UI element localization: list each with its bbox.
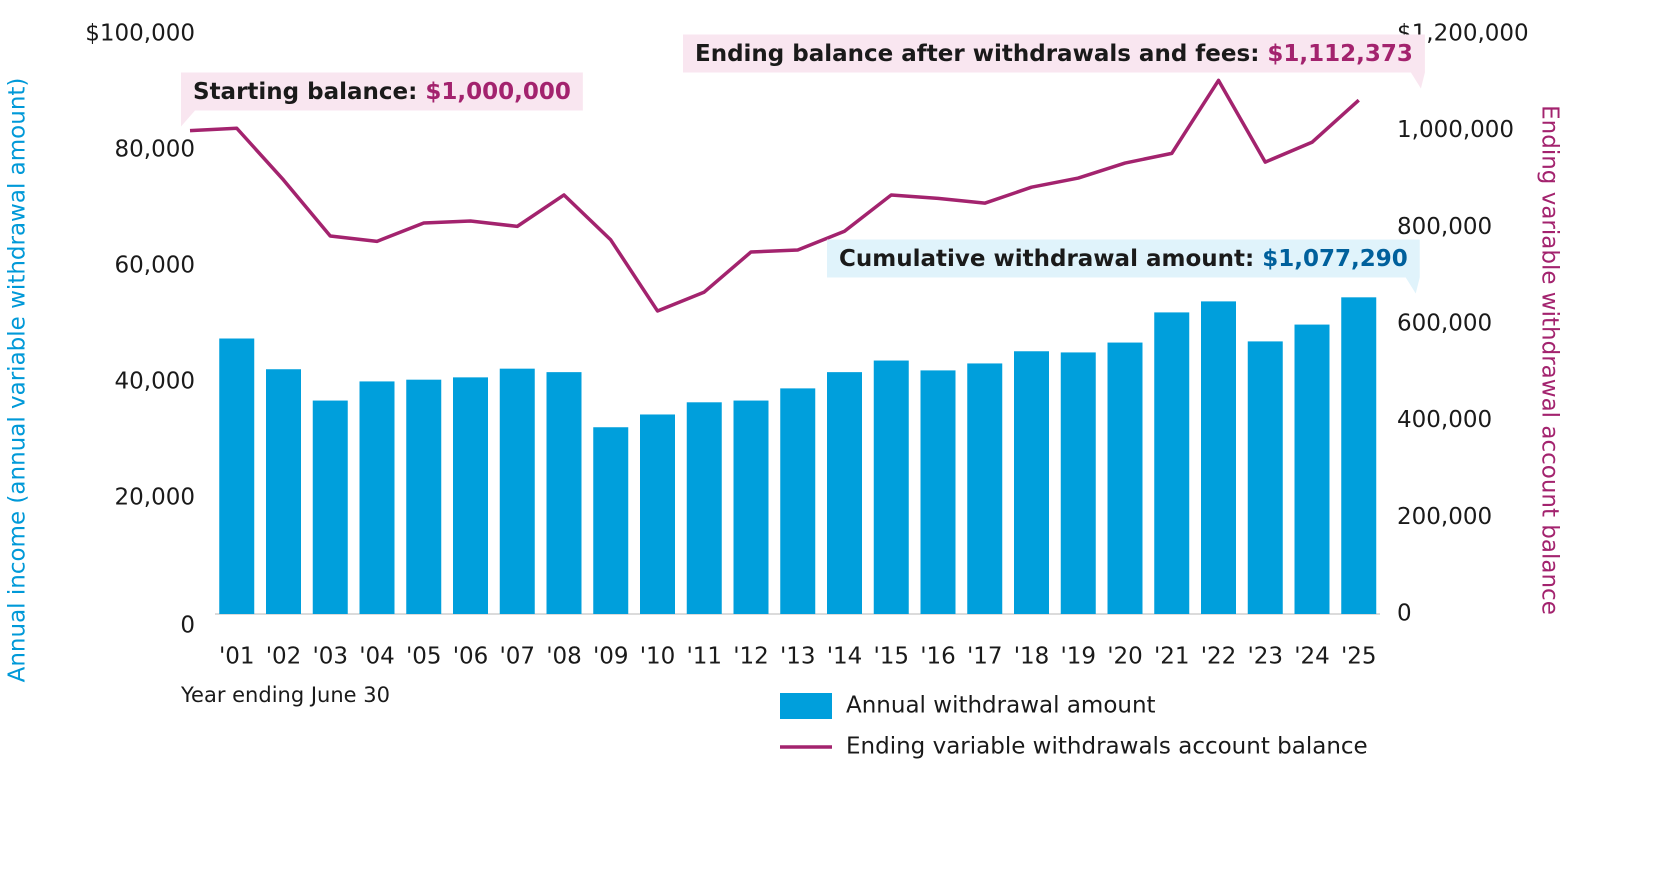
y-tick-label: 20,000 (115, 485, 195, 511)
x-tick-label: '04 (359, 644, 395, 670)
x-tick-label: '23 (1247, 644, 1283, 670)
x-tick-label: '11 (686, 644, 722, 670)
y2-tick-label: 200,000 (1397, 504, 1492, 530)
bar (266, 369, 301, 614)
y-tick-label: 40,000 (115, 369, 195, 395)
annotation-label: Cumulative withdrawal amount: (839, 246, 1254, 272)
x-tick-label: '08 (546, 644, 582, 670)
bar (920, 370, 956, 614)
y2-tick-label: 1,000,000 (1397, 117, 1514, 143)
line (189, 78, 1360, 313)
bar (359, 381, 395, 614)
x-tick-label: '01 (219, 644, 255, 670)
annotation-box (827, 239, 1420, 278)
bar (593, 427, 629, 614)
bar (686, 402, 722, 614)
bar (1201, 301, 1236, 614)
annotation-value: $1,000,000 (425, 79, 571, 105)
y-axis-title: Annual income (annual variable withdrawa… (5, 78, 31, 683)
y-tick-label: $100,000 (85, 21, 195, 47)
bar (1247, 341, 1283, 614)
annotation: Cumulative withdrawal amount: $1,077,290 (827, 239, 1420, 294)
x-tick-label: '16 (920, 644, 956, 670)
bar (733, 400, 769, 614)
x-tick-label: '24 (1294, 644, 1330, 670)
bar (219, 338, 255, 614)
x-tick-label: '09 (593, 644, 629, 670)
y2-tick-label: 400,000 (1397, 407, 1492, 433)
x-tick-label: '07 (499, 644, 535, 670)
x-tick-label: '18 (1014, 644, 1050, 670)
x-tick-label: '15 (873, 644, 909, 670)
x-tick-label: '06 (453, 644, 489, 670)
x-tick-label: '17 (967, 644, 1003, 670)
x-axis-title: Year ending June 30 (180, 683, 390, 707)
y2-tick-label: 600,000 (1397, 311, 1492, 337)
annotation-value: $1,077,290 (1262, 246, 1408, 272)
annotation-label: Ending balance after withdrawals and fee… (695, 41, 1259, 67)
annotation-text: Cumulative withdrawal amount: $1,077,290 (839, 246, 1408, 272)
y2-tick-label: 0 (1397, 601, 1412, 627)
y-tick-label: 80,000 (115, 137, 195, 163)
x-tick-label: '20 (1107, 644, 1143, 670)
bar (312, 400, 348, 614)
bar (967, 363, 1003, 614)
bar (1294, 324, 1330, 614)
bar (1014, 351, 1049, 614)
legend-swatch (780, 693, 832, 719)
x-tick-label: '03 (312, 644, 348, 670)
annotation-box (683, 34, 1425, 73)
bar (780, 388, 816, 614)
annotation-box (181, 72, 583, 111)
annotation: Starting balance: $1,000,000 (181, 72, 583, 127)
y-tick-label: 0 (180, 613, 195, 639)
x-tick-label: '25 (1341, 644, 1377, 670)
bar (1107, 342, 1143, 614)
bar (499, 368, 535, 614)
bar (827, 372, 862, 614)
bar (640, 414, 675, 614)
bar (873, 360, 909, 614)
x-tick-label: '14 (827, 644, 863, 670)
x-tick-label: '12 (733, 644, 769, 670)
x-tick-label: '10 (640, 644, 676, 670)
y-tick-label: 60,000 (115, 253, 195, 279)
annotation-text: Ending balance after withdrawals and fee… (695, 41, 1413, 67)
x-tick-label: '05 (406, 644, 442, 670)
y2-axis-title: Ending variable withdrawal account balan… (1537, 105, 1563, 615)
bar (1154, 312, 1190, 614)
x-tick-label: '22 (1201, 644, 1237, 670)
annotation-value: $1,112,373 (1267, 41, 1413, 67)
bar (546, 372, 582, 614)
legend-label: Ending variable withdrawals account bala… (846, 734, 1368, 760)
x-tick-label: '19 (1060, 644, 1096, 670)
bar (1060, 352, 1096, 614)
x-tick-label: '02 (266, 644, 302, 670)
annotation-text: Starting balance: $1,000,000 (193, 79, 571, 105)
x-tick-label: '13 (780, 644, 816, 670)
y2-tick-label: 800,000 (1397, 214, 1492, 240)
legend-label: Annual withdrawal amount (846, 693, 1156, 719)
bar (453, 377, 488, 614)
annotation-pointer (1410, 72, 1425, 89)
bar (406, 379, 442, 614)
x-tick-label: '21 (1154, 644, 1190, 670)
annotation-pointer (181, 110, 195, 127)
bar (1341, 297, 1377, 614)
annotation-pointer (1405, 277, 1420, 294)
annotation: Ending balance after withdrawals and fee… (683, 34, 1425, 89)
annotation-label: Starting balance: (193, 79, 417, 105)
